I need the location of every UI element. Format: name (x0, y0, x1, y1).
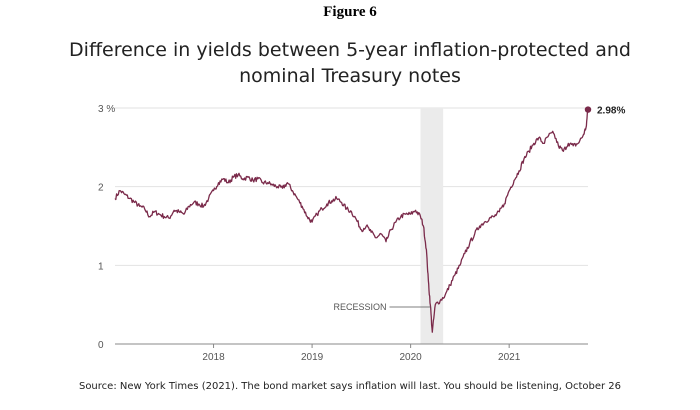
recession-band-layer (420, 108, 444, 344)
y-tick-label: 1 (98, 261, 104, 272)
chart-title: Difference in yields between 5-year infl… (69, 39, 631, 87)
x-tick-label: 2020 (400, 352, 423, 363)
annotation-layer: 2.98% RECESSION (333, 106, 625, 312)
series-layer (114, 109, 589, 333)
y-tick-label: 2 (98, 183, 104, 194)
source-note: Source: New York Times (2021). The bond … (78, 381, 622, 392)
x-tick-label: 2018 (202, 352, 225, 363)
figure-label: Figure 6 (323, 4, 377, 20)
recession-band (420, 108, 444, 344)
end-point-marker (584, 106, 592, 113)
end-value-label: 2.98% (597, 106, 625, 117)
y-tick-label: 3 % (98, 104, 115, 115)
axes: 0 1 2 3 % 2018 2019 2020 2021 (98, 104, 588, 363)
grid-lines (115, 107, 588, 266)
x-tick-label: 2021 (498, 352, 521, 363)
x-tick-label: 2019 (301, 352, 324, 363)
recession-label: RECESSION (333, 302, 386, 312)
y-tick-label: 0 (98, 340, 104, 351)
series-line (114, 109, 589, 333)
